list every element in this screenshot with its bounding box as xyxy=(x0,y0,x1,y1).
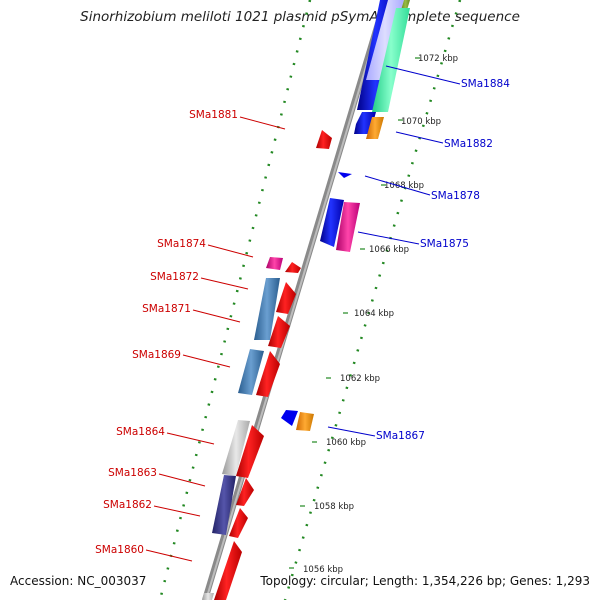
gene-label-sma1881[interactable]: SMa1881 xyxy=(189,109,238,121)
gene-sma1874[interactable] xyxy=(266,257,283,270)
gene-sma1867[interactable] xyxy=(296,412,314,431)
tick-label-1070: 1070 kbp xyxy=(401,117,441,127)
gene-label-sma1874[interactable]: SMa1874 xyxy=(157,238,206,250)
gene-sma1875[interactable] xyxy=(336,202,360,252)
map-title: Sinorhizobium meliloti 1021 plasmid pSym… xyxy=(80,9,520,25)
gene-sma1867a[interactable] xyxy=(281,410,298,426)
gene-sma1862[interactable] xyxy=(229,508,248,538)
gene-sma1872b[interactable] xyxy=(276,282,296,314)
gene-sma1875a[interactable] xyxy=(320,198,344,247)
backbone-highlight xyxy=(205,0,387,600)
gene-sma1882[interactable] xyxy=(366,117,384,139)
gene-grey-bottom[interactable] xyxy=(202,593,214,600)
gene-label-sma1878[interactable]: SMa1878 xyxy=(431,190,480,202)
gene-label-sma1862[interactable]: SMa1862 xyxy=(103,499,152,511)
tick-label-1064: 1064 kbp xyxy=(354,309,394,319)
tick-label-1062: 1062 kbp xyxy=(340,374,380,384)
gene-label-sma1884[interactable]: SMa1884 xyxy=(461,78,510,90)
gene-label-sma1872[interactable]: SMa1872 xyxy=(150,271,199,283)
tick-label-1068: 1068 kbp xyxy=(384,181,424,191)
topology-summary-text: Topology: circular; Length: 1,354,226 bp… xyxy=(260,574,590,588)
gene-label-sma1867[interactable]: SMa1867 xyxy=(376,430,425,442)
gene-sma1860[interactable] xyxy=(214,541,242,600)
gene-sma1881[interactable] xyxy=(316,130,332,149)
gene-label-sma1871[interactable]: SMa1871 xyxy=(142,303,191,315)
gene-sma1864b[interactable] xyxy=(236,425,264,478)
gene-label-sma1882[interactable]: SMa1882 xyxy=(444,138,493,150)
gene-mint[interactable] xyxy=(372,8,410,112)
gene-sma1871[interactable] xyxy=(268,316,290,348)
gene-sma1863b[interactable] xyxy=(236,478,254,506)
gene-olive[interactable] xyxy=(401,0,410,10)
gene-sma1863[interactable] xyxy=(212,475,236,535)
gene-sma1872[interactable] xyxy=(254,278,280,340)
gene-label-sma1863[interactable]: SMa1863 xyxy=(108,467,157,479)
tick-label-1056: 1056 kbp xyxy=(303,565,343,575)
gene-label-sma1860[interactable]: SMa1860 xyxy=(95,544,144,556)
gene-sma1869[interactable] xyxy=(238,349,264,395)
gene-sma1874b[interactable] xyxy=(285,262,301,273)
tick-label-1058: 1058 kbp xyxy=(314,502,354,512)
outer-dotted-track xyxy=(283,0,462,600)
gene-sma1864[interactable] xyxy=(222,420,250,476)
gene-sma1869b[interactable] xyxy=(256,351,280,397)
gene-sma1878[interactable] xyxy=(338,172,352,178)
tick-label-1066: 1066 kbp xyxy=(369,245,409,255)
gene-label-sma1875[interactable]: SMa1875 xyxy=(420,238,469,250)
tick-label-1072: 1072 kbp xyxy=(418,54,458,64)
gene-label-sma1869[interactable]: SMa1869 xyxy=(132,349,181,361)
gene-label-sma1864[interactable]: SMa1864 xyxy=(116,426,165,438)
accession-text: Accession: NC_003037 xyxy=(10,574,147,588)
tick-label-1060: 1060 kbp xyxy=(326,438,366,448)
